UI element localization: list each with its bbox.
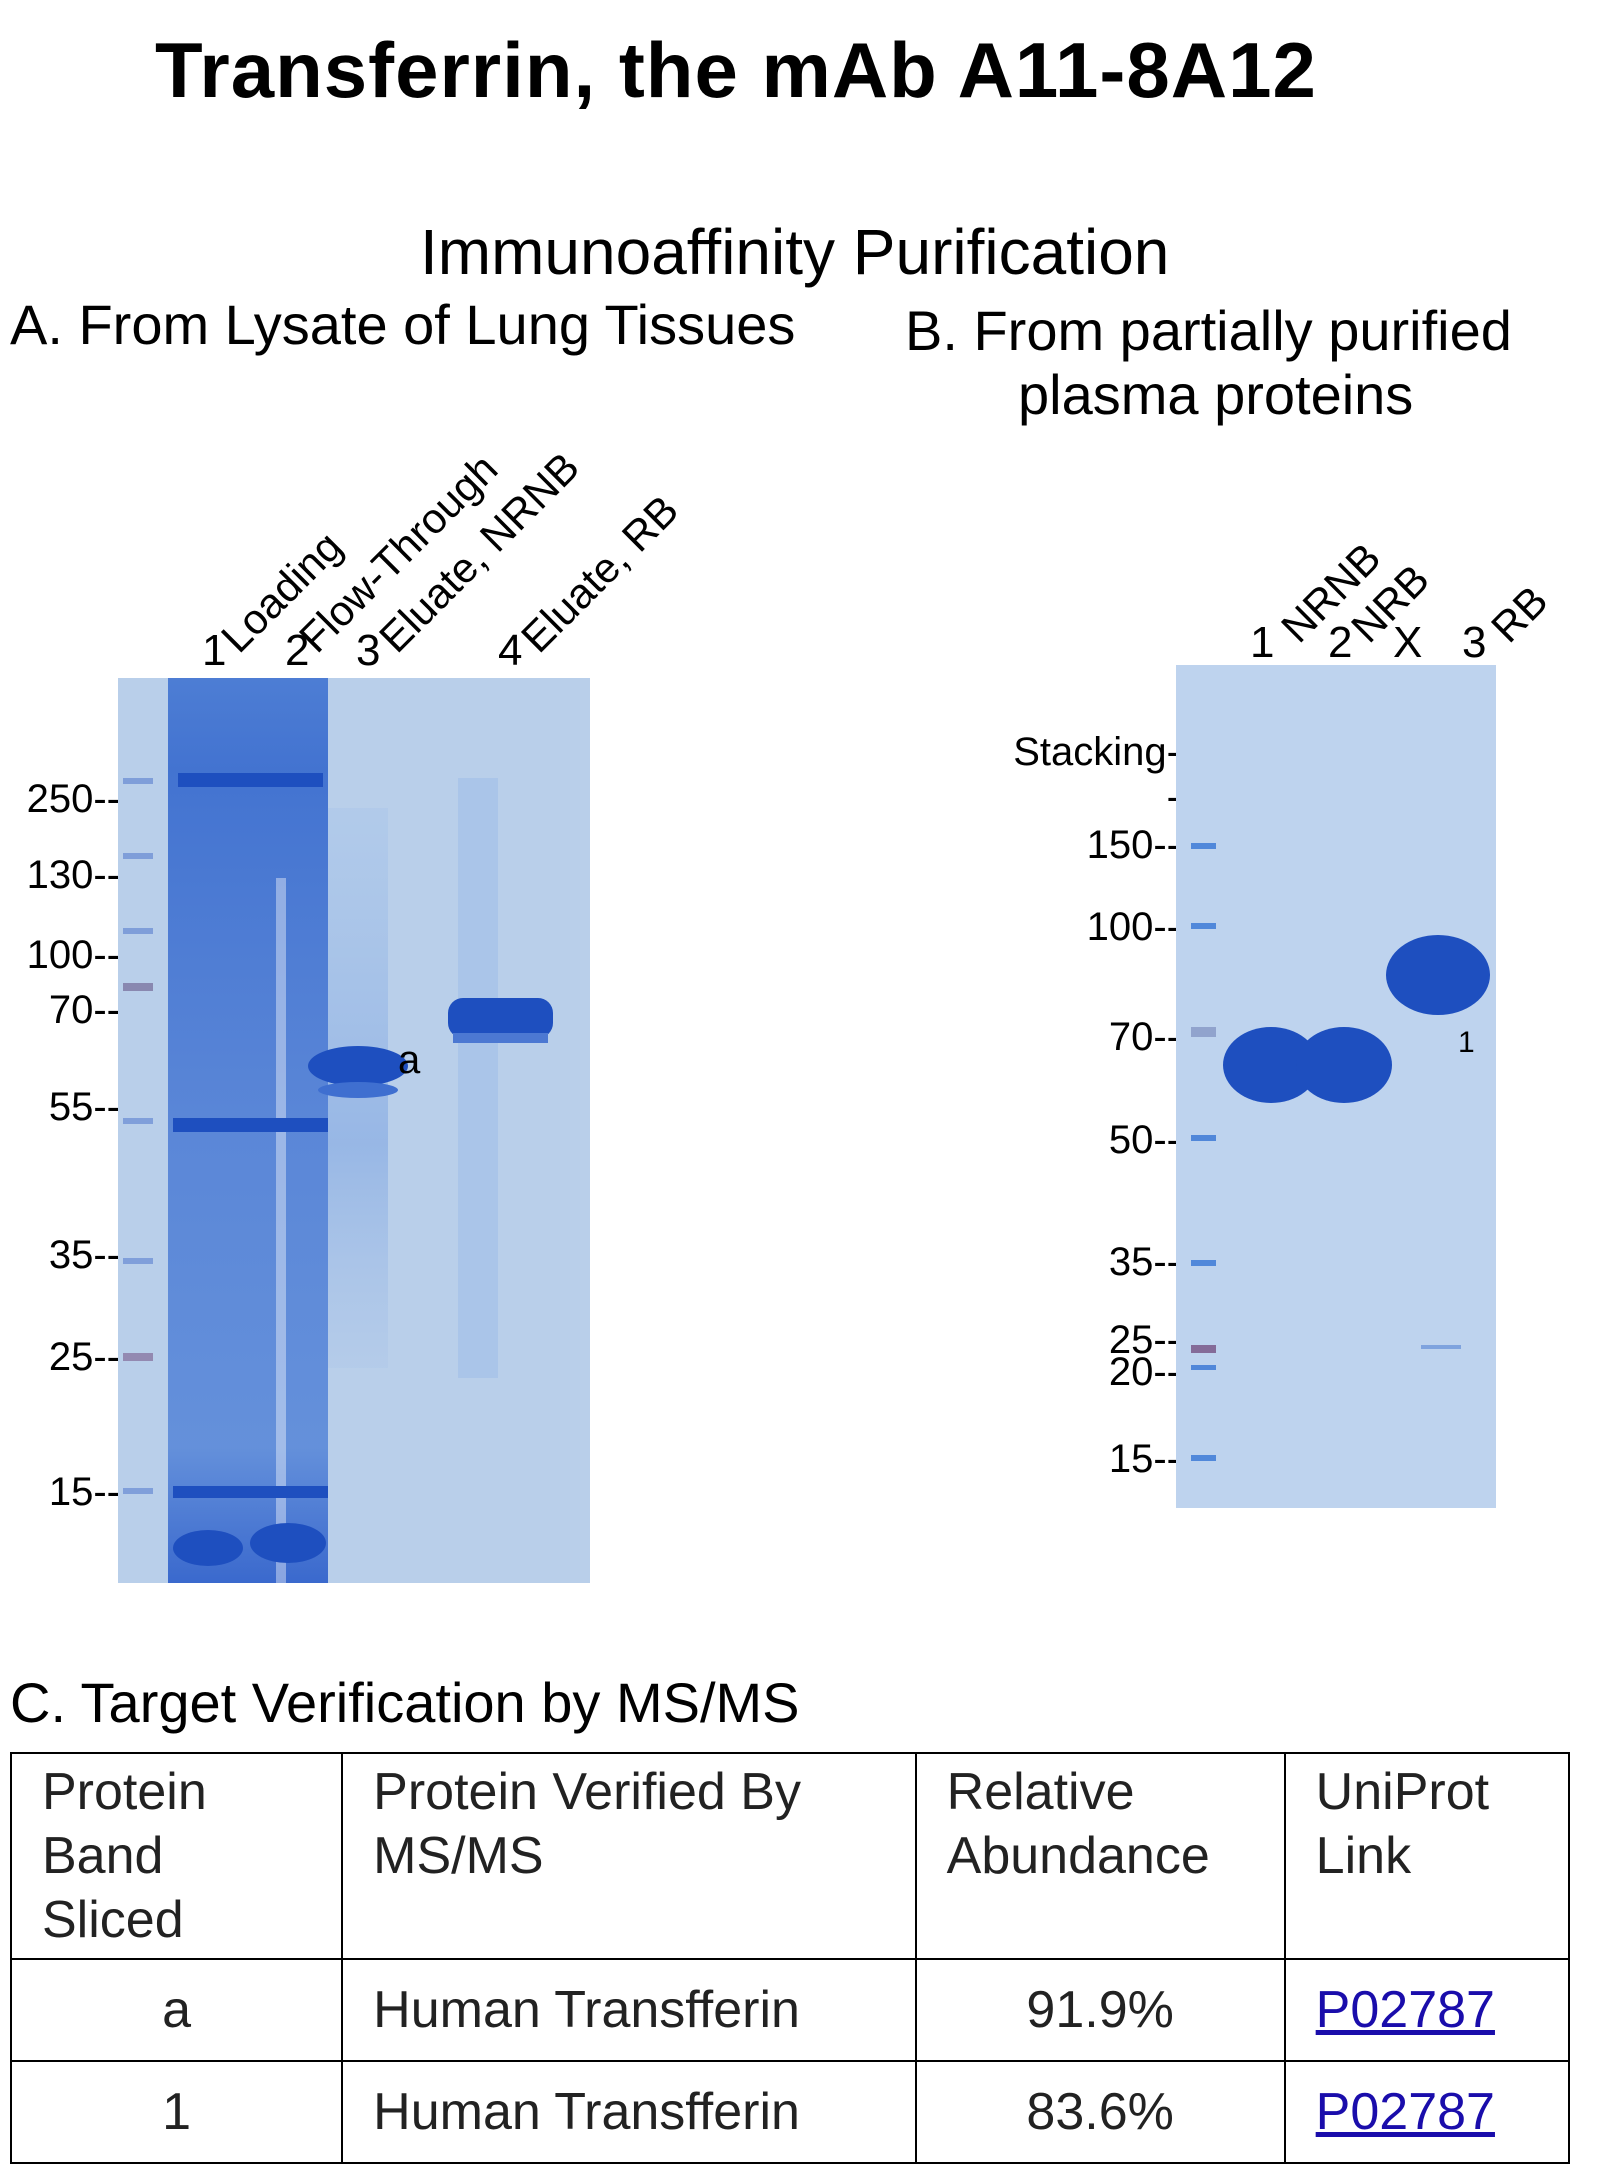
ms-table: Protein Band Sliced Protein Verified By …	[9, 1752, 1571, 2164]
marker-a-250: 250--	[26, 777, 120, 821]
table-row: a Human Transfferin 91.9% P02787	[9, 1958, 1571, 2062]
gel-b-band-nrnb	[1223, 1027, 1319, 1103]
lane-b4-number: 3	[1462, 618, 1487, 667]
marker-a-25: 25--	[48, 1335, 120, 1379]
marker-b-25: 25--	[1108, 1318, 1180, 1362]
cell-band: a	[9, 1958, 344, 2062]
header-abundance: Relative Abundance	[914, 1752, 1286, 1960]
marker-b-50: 50--	[1108, 1118, 1180, 1162]
subtitle: Immunoaffinity Purification	[420, 216, 1170, 288]
gel-image-a	[118, 678, 590, 1583]
lane-b4-label: RB	[1482, 576, 1557, 652]
header-link: UniProt Link	[1283, 1752, 1571, 1960]
band-label-1: 1	[1458, 1026, 1475, 1059]
gel-b-band-nrb	[1296, 1027, 1392, 1103]
gel-b-band-rb	[1386, 935, 1490, 1015]
gel-a-band-a	[308, 1046, 408, 1086]
panel-c-title: C. Target Verification by MS/MS	[10, 1671, 800, 1734]
lane-b1-number: 1	[1250, 618, 1275, 667]
table-header-row: Protein Band Sliced Protein Verified By …	[9, 1752, 1571, 1960]
marker-b-70: 70--	[1108, 1015, 1180, 1059]
band-label-a: a	[398, 1038, 421, 1082]
cell-protein: Human Transfferin	[341, 2060, 917, 2164]
cell-abundance: 83.6%	[914, 2060, 1286, 2164]
header-protein: Protein Verified By MS/MS	[341, 1752, 917, 1960]
marker-b-20: 20--	[1108, 1350, 1180, 1394]
uniprot-link[interactable]: P02787	[1315, 1981, 1495, 2039]
header-band: Protein Band Sliced	[9, 1752, 344, 1960]
gel-image-b	[1176, 665, 1496, 1508]
lane-b2-number: 2	[1328, 618, 1353, 667]
marker-a-15: 15--	[48, 1470, 120, 1514]
marker-a-70: 70--	[48, 988, 120, 1032]
marker-b-15: 15--	[1108, 1437, 1180, 1481]
marker-b-100: 100--	[1086, 905, 1180, 949]
panel-b-title-line1: B. From partially purified	[905, 299, 1512, 362]
lane-a1-number: 1	[202, 626, 227, 675]
lane-a2-number: 2	[285, 626, 310, 675]
marker-a-100: 100--	[26, 933, 120, 977]
cell-abundance: 91.9%	[914, 1958, 1286, 2062]
marker-a-130: 130--	[26, 853, 120, 897]
table-row: 1 Human Transfferin 83.6% P02787	[9, 2060, 1571, 2164]
cell-band: 1	[9, 2060, 344, 2164]
marker-a-55: 55--	[48, 1085, 120, 1129]
gel-a-bands-lane12	[173, 773, 328, 1566]
cell-protein: Human Transfferin	[341, 1958, 917, 2062]
lane-a3-number: 3	[356, 626, 381, 675]
main-title: Transferrin, the mAb A11-8A12	[155, 26, 1317, 114]
marker-b-150: 150--	[1086, 823, 1180, 867]
lane-b3-number: X	[1393, 618, 1423, 667]
panel-b-title-line2: plasma proteins	[1018, 363, 1414, 426]
uniprot-link[interactable]: P02787	[1315, 2083, 1495, 2141]
marker-b-35: 35--	[1108, 1240, 1180, 1284]
panel-a-title: A. From Lysate of Lung Tissues	[10, 293, 796, 356]
lane-a4-number: 4	[498, 626, 523, 675]
marker-a-35: 35--	[48, 1233, 120, 1277]
gel-a-lane4-smear	[458, 778, 498, 1378]
gel-a-band-rb	[448, 998, 553, 1038]
marker-b-stacking: Stacking--	[1013, 730, 1180, 819]
